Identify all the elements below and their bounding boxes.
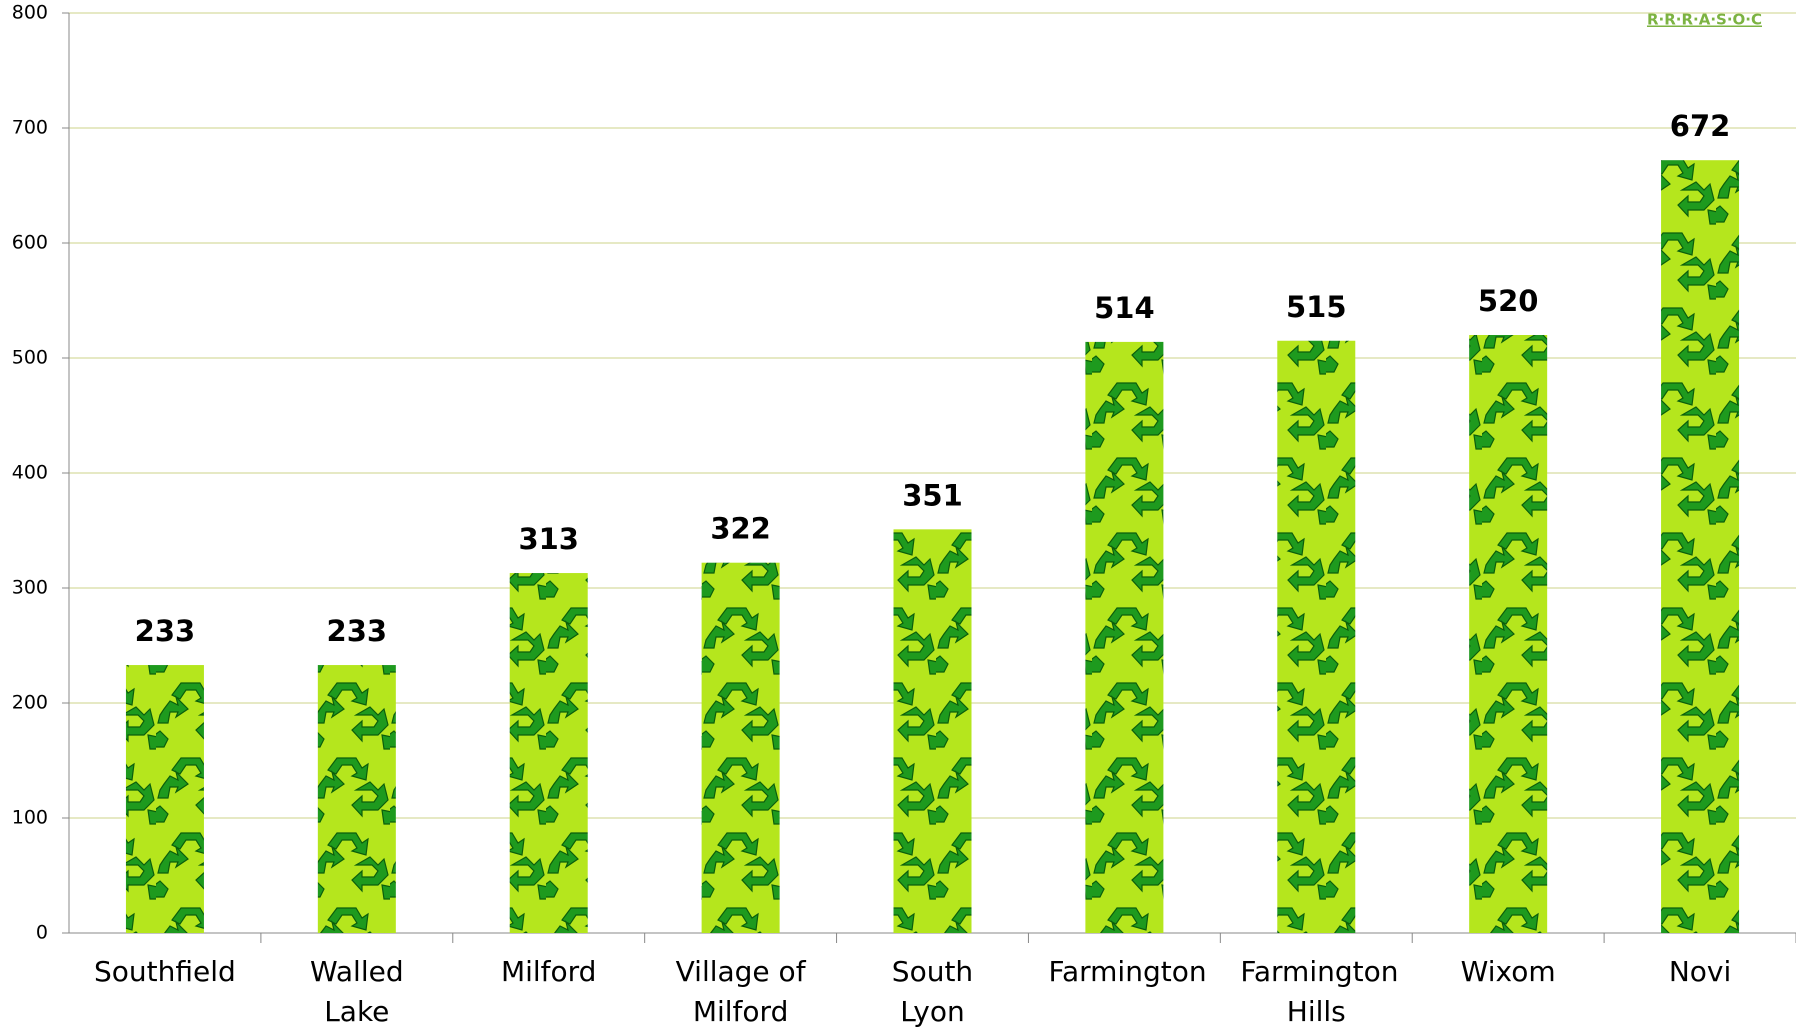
value-label: 233	[327, 614, 388, 648]
y-tick-label: 700	[12, 117, 48, 139]
value-label: 520	[1478, 284, 1539, 318]
bar	[1277, 341, 1355, 933]
bar	[1085, 342, 1163, 933]
chart: R·R·R·A·S·O·C 01002003004005006007008002…	[0, 0, 1796, 1033]
x-tick-label: South Lyon	[857, 952, 1009, 1032]
bar	[702, 563, 780, 933]
page: R·R·R·A·S·O·C 01002003004005006007008002…	[0, 0, 1796, 1033]
y-tick-label: 500	[12, 347, 48, 369]
x-tick-label: Farmington	[1048, 952, 1200, 992]
bar	[1661, 160, 1739, 933]
y-tick-label: 600	[12, 232, 48, 254]
value-label: 313	[518, 522, 579, 556]
value-label: 351	[902, 478, 963, 512]
value-label: 515	[1286, 290, 1347, 324]
x-tick-label: Walled Lake	[281, 952, 433, 1032]
y-tick-label: 100	[12, 807, 48, 829]
y-tick-label: 800	[12, 2, 48, 24]
value-label: 514	[1094, 291, 1155, 325]
y-tick-label: 200	[12, 692, 48, 714]
x-tick-label: Milford	[473, 952, 625, 992]
bar	[318, 665, 396, 933]
x-tick-label: Southfield	[89, 952, 241, 992]
bar	[1469, 335, 1547, 933]
x-tick-label: Wixom	[1432, 952, 1584, 992]
bar	[510, 573, 588, 933]
y-tick-label: 0	[36, 922, 48, 944]
bar	[894, 529, 972, 933]
y-tick-label: 300	[12, 577, 48, 599]
x-tick-label: Novi	[1624, 952, 1776, 992]
bar	[126, 665, 204, 933]
x-tick-label: Village of Milford	[665, 952, 817, 1032]
value-label: 233	[135, 614, 196, 648]
y-tick-label: 400	[12, 462, 48, 484]
value-label: 672	[1670, 109, 1731, 143]
value-label: 322	[710, 512, 771, 546]
x-tick-label: Farmington Hills	[1240, 952, 1392, 1032]
